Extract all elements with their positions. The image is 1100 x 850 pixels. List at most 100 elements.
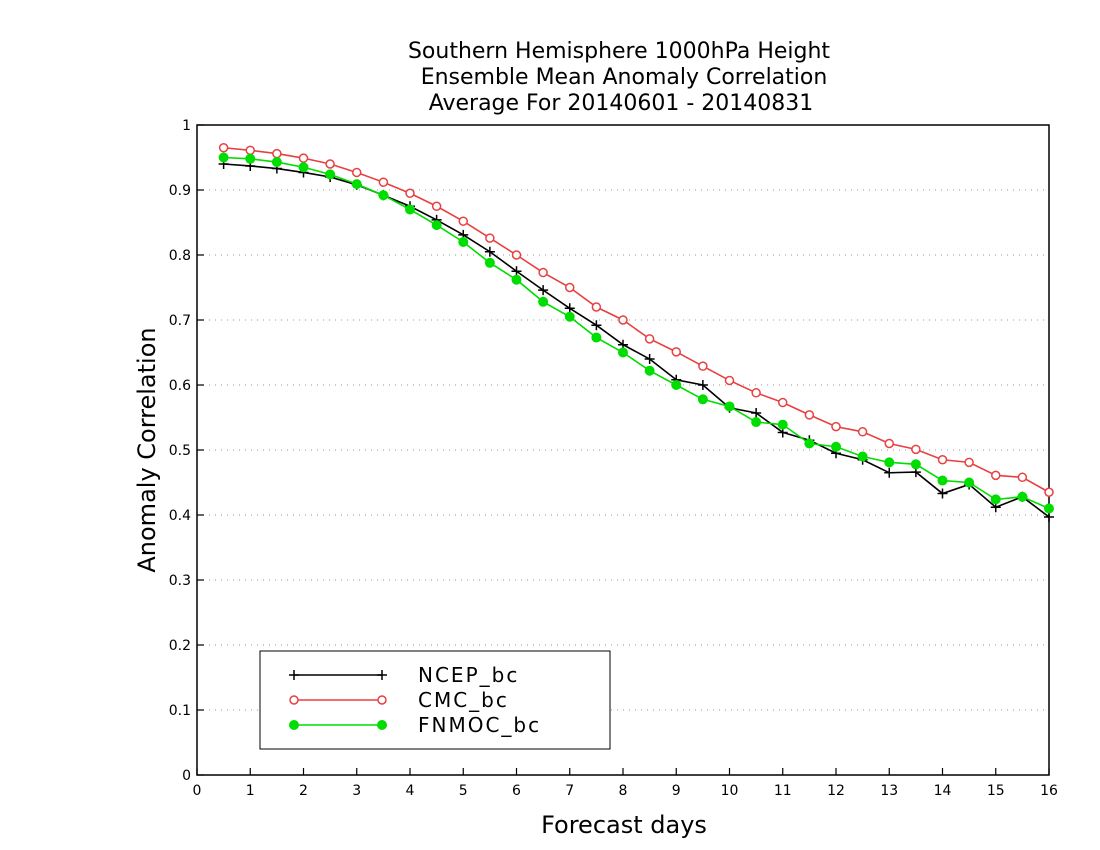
data-point-cmc-bc	[431, 201, 442, 211]
data-point-cmc-bc	[1044, 487, 1054, 497]
legend-marker	[289, 670, 299, 680]
chart-title-line-2: Ensemble Mean Anomaly Correlation	[421, 65, 828, 90]
data-point-fnmoc-bc	[857, 451, 868, 462]
data-point-fnmoc-bc	[910, 459, 921, 470]
data-point-cmc-bc	[352, 167, 362, 178]
y-tick-label: 0.6	[169, 378, 191, 394]
x-tick-label: 5	[459, 783, 468, 799]
data-point-fnmoc-bc	[245, 153, 256, 164]
y-axis-label: Anomaly Correlation	[133, 327, 161, 572]
x-tick-label: 9	[672, 783, 681, 799]
data-point-cmc-bc	[937, 455, 948, 465]
data-point-ncep-bc	[644, 354, 655, 364]
data-point-cmc-bc	[724, 375, 735, 386]
data-point-cmc-bc	[538, 267, 548, 278]
y-tick-label: 0.5	[169, 443, 191, 459]
data-point-fnmoc-bc	[831, 441, 841, 452]
data-point-fnmoc-bc	[538, 296, 549, 307]
y-tick-label: 0.4	[169, 508, 191, 524]
data-point-cmc-bc	[991, 470, 1001, 481]
data-point-cmc-bc	[272, 148, 282, 159]
data-point-fnmoc-bc	[777, 419, 788, 430]
data-point-ncep-bc	[538, 285, 549, 296]
data-point-fnmoc-bc	[378, 190, 389, 201]
data-point-fnmoc-bc	[511, 274, 522, 285]
x-tick-label: 7	[565, 783, 574, 799]
data-point-cmc-bc	[298, 153, 309, 163]
y-tick-label: 1	[182, 118, 191, 134]
chart-title-line-1: Southern Hemisphere 1000hPa Height	[408, 39, 830, 64]
data-point-fnmoc-bc	[1017, 491, 1028, 502]
y-tick-label: 0.3	[169, 573, 191, 589]
data-point-cmc-bc	[671, 347, 681, 357]
x-tick-label: 0	[193, 783, 202, 799]
data-point-cmc-bc	[458, 216, 468, 226]
chart-title-line-3: Average For 20140601 - 20140831	[429, 91, 814, 116]
y-tick-label: 0.9	[169, 183, 191, 199]
data-point-fnmoc-bc	[431, 220, 442, 231]
x-tick-label: 14	[934, 783, 952, 799]
data-point-ncep-bc	[591, 320, 602, 331]
data-point-fnmoc-bc	[351, 179, 362, 190]
data-point-cmc-bc	[325, 159, 335, 169]
data-point-cmc-bc	[804, 410, 815, 420]
data-point-cmc-bc	[618, 315, 628, 325]
data-point-fnmoc-bc	[405, 204, 415, 215]
x-tick-label: 4	[406, 783, 415, 799]
data-point-fnmoc-bc	[484, 257, 495, 268]
data-point-fnmoc-bc	[644, 365, 655, 376]
data-point-cmc-bc	[778, 397, 788, 408]
data-point-fnmoc-bc	[325, 169, 336, 180]
data-point-fnmoc-bc	[724, 401, 735, 412]
data-point-cmc-bc	[698, 361, 708, 371]
x-tick-label: 12	[827, 783, 845, 799]
series-cmc-bc	[218, 143, 1054, 497]
x-axis-label: Forecast days	[541, 811, 707, 839]
legend-entry-ncep-bc: NCEP_bc	[289, 663, 519, 687]
y-tick-label: 0	[182, 768, 191, 784]
data-point-cmc-bc	[218, 143, 229, 153]
series-line-ncep-bc	[223, 163, 1050, 518]
data-point-ncep-bc	[751, 407, 762, 418]
data-point-ncep-bc	[511, 266, 522, 277]
data-point-fnmoc-bc	[564, 311, 575, 322]
data-point-cmc-bc	[245, 145, 255, 156]
data-point-cmc-bc	[591, 302, 602, 312]
data-point-fnmoc-bc	[884, 457, 895, 468]
data-point-cmc-bc	[565, 282, 575, 293]
legend-entry-fnmoc-bc: FNMOC_bc	[289, 713, 539, 737]
data-point-fnmoc-bc	[697, 394, 708, 405]
series-line-fnmoc-bc	[223, 156, 1050, 510]
x-tick-label: 16	[1040, 783, 1058, 799]
data-point-ncep-bc	[484, 246, 495, 257]
data-point-fnmoc-bc	[618, 347, 628, 358]
legend-label: NCEP_bc	[418, 663, 519, 687]
legend-marker	[289, 720, 299, 730]
y-tick-label: 0.7	[169, 313, 191, 329]
legend-label: CMC_bc	[418, 688, 509, 712]
x-tick-label: 13	[880, 783, 898, 799]
data-point-fnmoc-bc	[271, 157, 282, 168]
data-point-ncep-bc	[937, 488, 948, 499]
x-tick-label: 11	[774, 783, 792, 799]
x-tick-label: 8	[619, 783, 628, 799]
data-point-cmc-bc	[751, 388, 761, 398]
y-tick-label: 0.8	[169, 248, 191, 264]
series-fnmoc-bc	[218, 152, 1054, 514]
x-tick-label: 6	[512, 783, 521, 799]
data-point-fnmoc-bc	[671, 380, 682, 390]
data-point-fnmoc-bc	[804, 438, 815, 449]
axis-ticks	[196, 124, 1050, 776]
data-point-fnmoc-bc	[990, 494, 1001, 505]
data-point-cmc-bc	[964, 457, 974, 468]
data-point-fnmoc-bc	[751, 417, 762, 428]
y-axis-tick-labels: 0 0.1 0.2 0.3 0.4 0.5 0.6 0.7 0.8 0.9 1	[169, 118, 191, 784]
legend-marker	[377, 720, 387, 730]
legend-marker	[289, 695, 299, 705]
data-point-ncep-bc	[564, 303, 575, 314]
data-point-fnmoc-bc	[298, 162, 309, 173]
series-ncep-bc	[218, 159, 1054, 522]
series-layer	[218, 143, 1054, 522]
legend-marker	[377, 670, 387, 680]
